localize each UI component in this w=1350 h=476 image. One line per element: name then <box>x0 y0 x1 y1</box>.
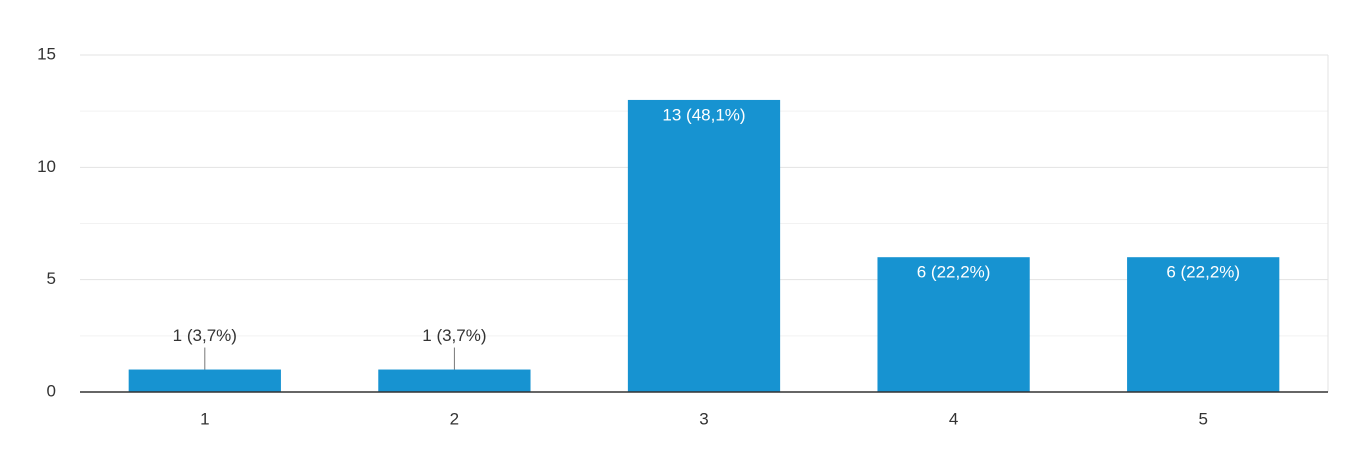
x-tick-label: 3 <box>699 409 708 428</box>
y-tick-label: 5 <box>47 269 56 288</box>
value-label: 1 (3,7%) <box>173 326 237 345</box>
value-label: 6 (22,2%) <box>917 263 991 282</box>
y-tick-label: 15 <box>37 44 56 63</box>
bar <box>378 369 531 392</box>
value-label: 6 (22,2%) <box>1166 263 1240 282</box>
x-tick-label: 5 <box>1198 409 1207 428</box>
y-tick-label: 10 <box>37 157 56 176</box>
x-tick-label: 2 <box>450 409 459 428</box>
x-tick-label: 4 <box>949 409 958 428</box>
bar <box>128 369 281 392</box>
bar <box>1127 257 1280 392</box>
y-tick-label: 0 <box>47 381 56 400</box>
bar <box>877 257 1030 392</box>
bar <box>627 99 781 392</box>
value-label: 13 (48,1%) <box>662 105 745 124</box>
x-tick-label: 1 <box>200 409 209 428</box>
value-label: 1 (3,7%) <box>422 326 486 345</box>
